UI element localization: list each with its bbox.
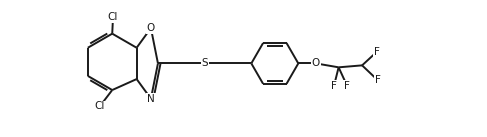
- Text: O: O: [147, 23, 155, 33]
- Text: F: F: [375, 75, 381, 85]
- Text: N: N: [147, 94, 155, 104]
- Text: Cl: Cl: [108, 12, 118, 22]
- Text: F: F: [374, 47, 380, 57]
- Text: O: O: [312, 58, 320, 68]
- Text: F: F: [344, 81, 350, 91]
- Text: Cl: Cl: [94, 102, 105, 112]
- Text: F: F: [331, 81, 337, 91]
- Text: S: S: [202, 58, 208, 68]
